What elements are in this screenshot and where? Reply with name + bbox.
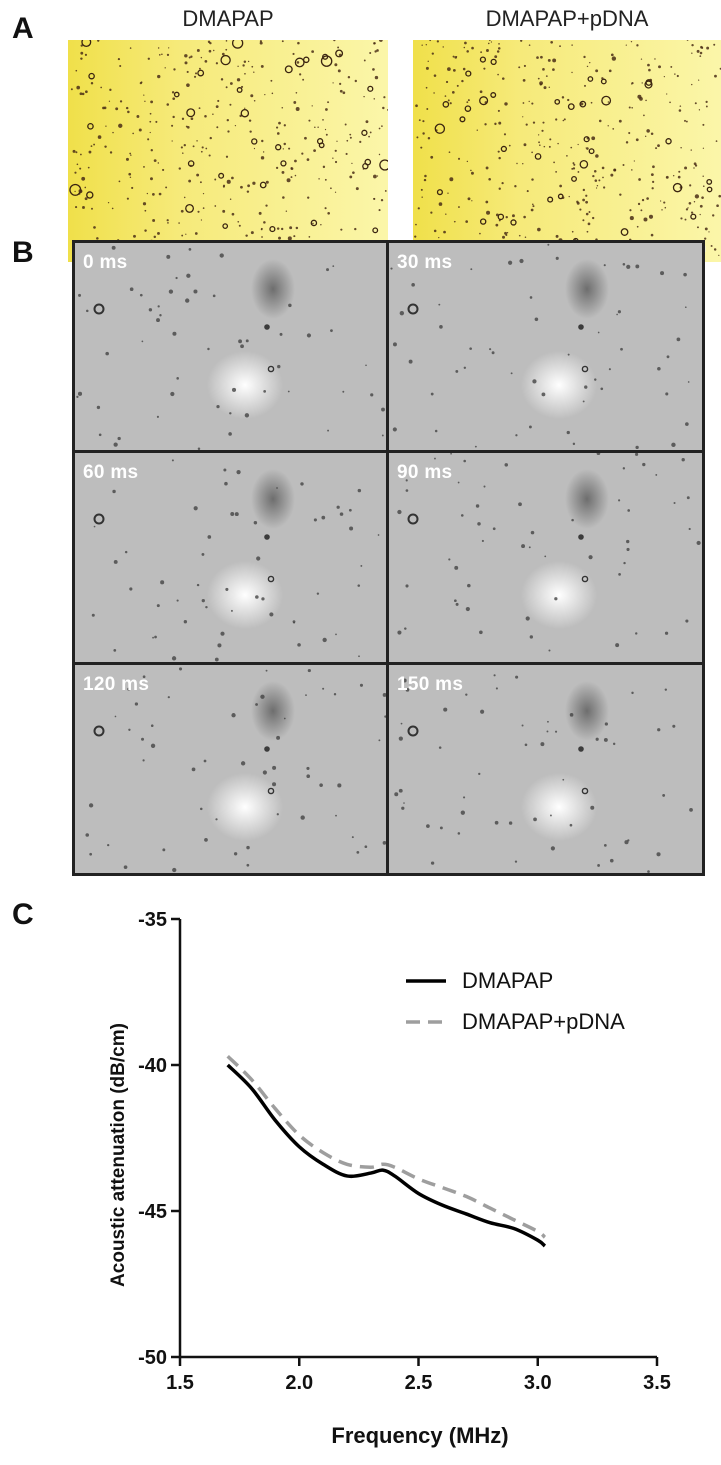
dark-artifact [251,259,295,319]
y-tick-label: -45 [138,1201,167,1223]
frame-time-label: 30 ms [397,252,453,273]
dark-artifact [565,259,609,319]
time-lapse-frame: 120 ms [75,665,386,873]
frame-time-label: 0 ms [83,252,128,273]
microbubbles [85,667,386,873]
microbubbles [390,243,690,450]
x-tick-label: 2.0 [285,1372,313,1394]
dark-artifact [565,469,609,529]
panel-b-letter: B [12,236,34,269]
micrograph-dmapap [68,40,388,262]
y-tick-label: -50 [138,1347,167,1369]
x-tick-label: 3.5 [643,1372,671,1394]
x-tick-label: 2.5 [405,1372,433,1394]
series-line-dmapap [226,1063,547,1248]
frame-time-label: 60 ms [83,462,139,483]
panel-c-letter: C [12,898,34,931]
x-axis-title: Frequency (MHz) [331,1423,508,1448]
frame-time-label: 90 ms [397,462,453,483]
attenuation-chart: Acoustic attenuation (dB/cm) Frequency (… [108,909,671,1448]
time-lapse-grid: 0 ms 30 ms 60 ms 90 ms 120 ms 150 ms [72,240,705,876]
microbubbles [76,245,385,450]
time-lapse-frame: 90 ms [389,453,702,662]
panel-a-letter: A [12,12,34,45]
dark-artifact [251,469,295,529]
focal-glow [521,773,597,841]
panel-a-left-title: DMAPAP [182,6,274,31]
microbubbles [397,453,701,652]
focal-glow [207,561,283,629]
frame-time-label: 150 ms [397,674,464,695]
panel-a-right-title: DMAPAP+pDNA [485,6,649,31]
legend-label-dmapap-pdna: DMAPAP+pDNA [462,1009,625,1034]
time-lapse-frame: 30 ms [389,243,702,450]
y-tick-label: -40 [138,1055,167,1077]
micrograph-dmapap-pdna [413,40,721,262]
x-tick-label: 3.0 [524,1372,552,1394]
focal-glow [521,351,597,419]
time-lapse-frame: 0 ms [75,243,386,450]
time-lapse-frame: 150 ms [389,665,702,873]
series-line-dmapap-pdna [226,1054,547,1239]
frame-time-label: 120 ms [83,674,150,695]
time-lapse-frame: 60 ms [75,453,386,662]
focal-glow [207,773,283,841]
microbubbles [91,459,380,662]
legend-label-dmapap: DMAPAP [462,968,553,993]
y-axis-title: Acoustic attenuation (dB/cm) [108,1023,129,1287]
dark-artifact [565,681,609,741]
y-tick-label: -35 [138,909,167,931]
focal-glow [521,561,597,629]
x-tick-label: 1.5 [166,1372,194,1394]
microbubbles [394,674,693,873]
dark-artifact [251,681,295,741]
focal-glow [207,351,283,419]
